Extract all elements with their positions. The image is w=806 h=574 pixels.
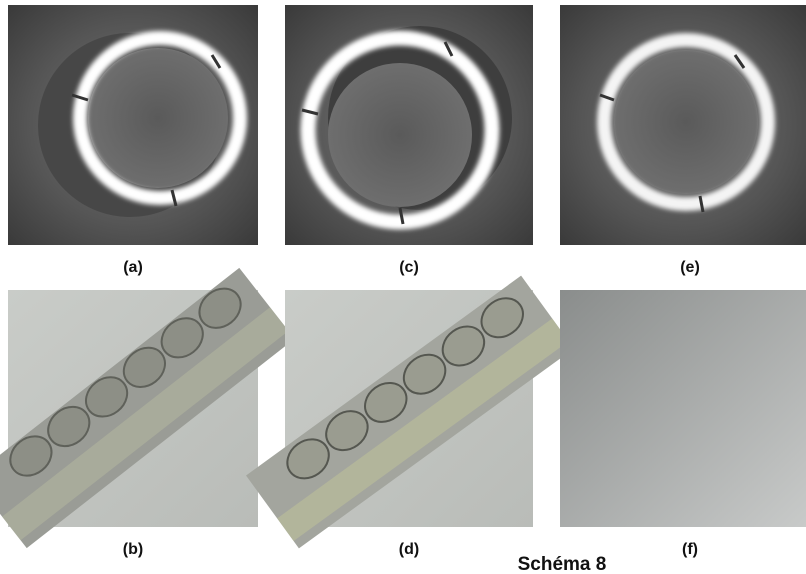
- panel-a: [8, 5, 258, 245]
- caption: Schéma 8: [518, 554, 607, 574]
- panel-label: (e): [680, 259, 700, 276]
- panel-e: [560, 5, 806, 245]
- panel-f: [497, 239, 806, 574]
- panel-b: [0, 268, 295, 548]
- panel-d: [246, 276, 574, 549]
- panel-label: (b): [123, 541, 143, 558]
- panel-label: (d): [399, 541, 419, 558]
- figure: (a) (c) (e) (b) (d) (f) Schéma 8: [0, 0, 806, 574]
- panel-label: (f): [682, 541, 698, 558]
- panel-label: (a): [123, 259, 143, 276]
- panel-c: [285, 5, 533, 245]
- panel-label: (c): [399, 259, 419, 276]
